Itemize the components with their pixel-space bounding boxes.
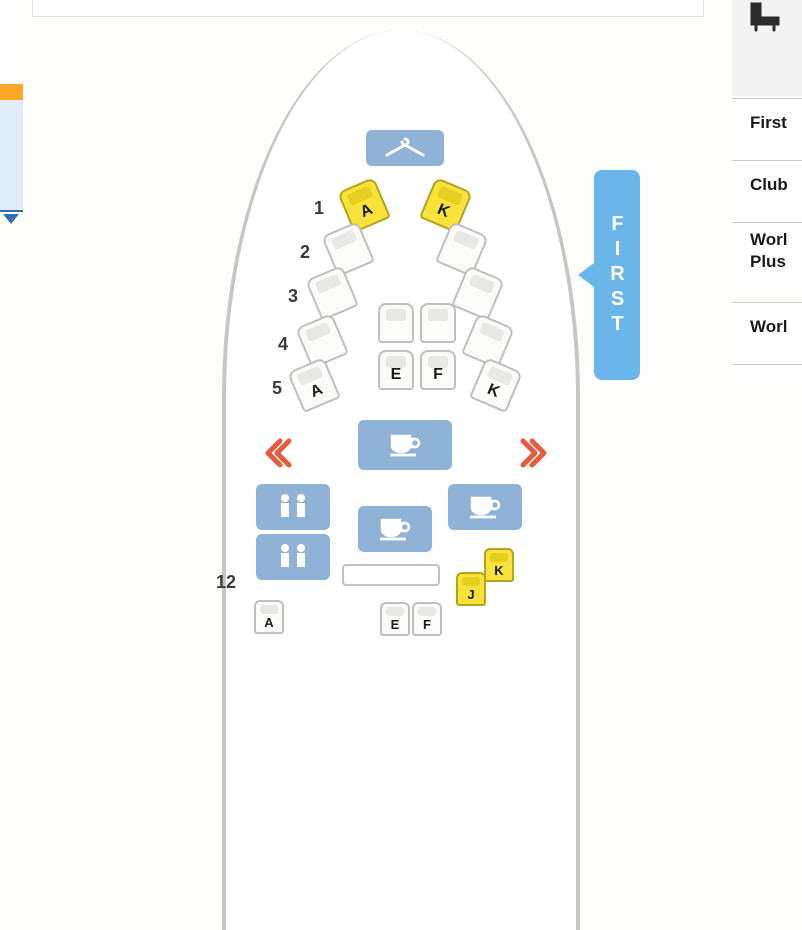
- seat-label: A: [256, 615, 282, 630]
- seat-label: F: [414, 617, 440, 632]
- nav-item-world-plus[interactable]: Worl Plus: [732, 222, 802, 287]
- cabin-label-text: FIRST: [606, 213, 629, 338]
- seat-label: E: [380, 366, 412, 384]
- cabin-label-first[interactable]: FIRST: [594, 170, 640, 380]
- nav-item-label-line2: Plus: [750, 252, 786, 271]
- row-label: 2: [282, 242, 310, 263]
- left-strip-segment-orange: [0, 84, 23, 100]
- nav-icon-box: [732, 0, 802, 96]
- row-label: 1: [296, 198, 324, 219]
- seat-13E[interactable]: E: [380, 602, 410, 636]
- left-strip-segment-blue: [0, 100, 23, 212]
- seat-5F[interactable]: F: [420, 350, 456, 390]
- seat-5E[interactable]: E: [378, 350, 414, 390]
- row-label: 5: [254, 378, 282, 399]
- galley-icon: [448, 484, 522, 530]
- lavatory-icon: [256, 534, 330, 580]
- seat-4E[interactable]: [378, 303, 414, 343]
- left-accent-strip: [0, 0, 23, 210]
- nav-item-label: Worl: [750, 317, 787, 336]
- left-strip-segment-white: [0, 0, 23, 84]
- nav-item-label: Club: [750, 175, 788, 194]
- row-label: 12: [208, 572, 236, 593]
- row-label: 4: [260, 334, 288, 355]
- galley-icon: [358, 420, 452, 470]
- seat-12J[interactable]: J: [456, 572, 486, 606]
- seat-label: K: [423, 196, 463, 227]
- seat-label: F: [422, 366, 454, 384]
- seat-label: J: [458, 587, 484, 602]
- seat-12K[interactable]: K: [484, 548, 514, 582]
- row-label: 3: [270, 286, 298, 307]
- nav-item-label-line1: Worl: [750, 230, 787, 249]
- seat-silhouette-icon: [746, 2, 786, 32]
- seat-4F[interactable]: [420, 303, 456, 343]
- seat-map: FIRST 1234512 AKAK EF KJAEF: [32, 30, 702, 590]
- seat-13A[interactable]: A: [254, 600, 284, 634]
- seat-label: K: [473, 376, 513, 407]
- top-panel: [32, 0, 704, 17]
- dropdown-arrow-icon[interactable]: [3, 214, 19, 224]
- seat-13F[interactable]: F: [412, 602, 442, 636]
- closet-icon: [366, 130, 444, 166]
- nav-divider: [732, 364, 802, 365]
- exit-arrow-right-icon: [520, 438, 550, 468]
- lavatory-icon: [256, 484, 330, 530]
- cabin-class-nav: First Club Worl Plus Worl: [732, 0, 802, 585]
- bulkhead-divider: [342, 564, 440, 586]
- nav-item-label: First: [750, 113, 787, 132]
- exit-arrow-left-icon: [262, 438, 292, 468]
- galley-icon: [358, 506, 432, 552]
- seat-label: E: [382, 617, 408, 632]
- seat-label: K: [486, 563, 512, 578]
